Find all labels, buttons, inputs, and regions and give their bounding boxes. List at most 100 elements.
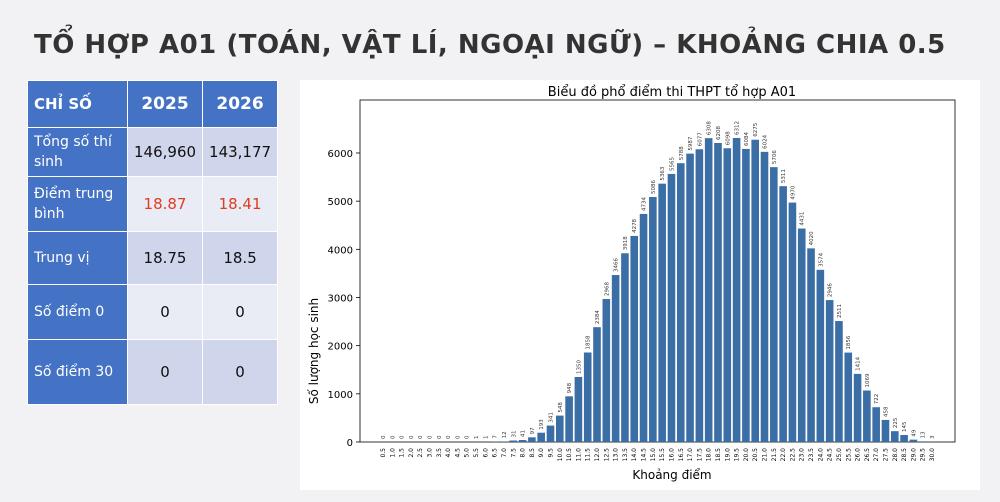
bar [825, 300, 834, 442]
x-tick-label: 10.0 [557, 448, 564, 462]
x-tick-label: 4.5 [454, 448, 461, 458]
x-tick-label: 16.0 [668, 448, 675, 462]
bar [509, 440, 518, 442]
stats-table: CHỈ SỐ 2025 2026 Tổng số thí sinh 146,960… [27, 80, 279, 405]
x-tick-label: 8.5 [529, 448, 536, 458]
value-label: 0 [465, 435, 471, 439]
bar [788, 202, 797, 442]
table-cell: 18.87 [126, 176, 204, 232]
x-tick-label: 28.0 [892, 448, 899, 462]
value-label: 3574 [818, 252, 824, 266]
x-tick-label: 5.5 [473, 448, 480, 458]
y-tick-label: 4000 [328, 245, 353, 256]
value-label: 1858 [586, 335, 592, 349]
value-label: 4431 [800, 212, 806, 226]
value-label: 3466 [614, 258, 620, 272]
bar [593, 327, 601, 442]
bar [742, 148, 750, 442]
x-tick-label: 1.5 [399, 448, 406, 458]
value-label: 1414 [856, 356, 862, 370]
x-tick-label: 16.5 [678, 448, 685, 462]
x-tick-label: 23.5 [808, 448, 815, 462]
bar [537, 432, 545, 442]
bar [881, 419, 890, 442]
y-tick-label: 1000 [328, 390, 353, 401]
value-label: 4278 [632, 218, 638, 232]
value-label: 0 [455, 435, 461, 439]
bar [704, 138, 713, 443]
chart: Biểu đồ phổ điểm thi THPT tổ hợp A01 Kho… [300, 80, 980, 490]
bar [518, 440, 527, 442]
value-label: 0 [400, 435, 406, 439]
x-tick-label: 30.0 [929, 448, 936, 462]
x-tick-label: 1.0 [389, 448, 396, 458]
x-tick-label: 8.0 [520, 448, 527, 458]
x-tick-label: 29.5 [920, 448, 927, 462]
x-tick-label: 12.0 [594, 448, 601, 462]
bar [751, 139, 760, 442]
x-tick-label: 17.5 [696, 448, 703, 462]
bar [844, 352, 853, 442]
x-tick-label: 20.0 [743, 448, 750, 462]
value-label: 0 [381, 435, 387, 439]
value-label: 2946 [828, 283, 834, 297]
value-label: 5706 [772, 150, 778, 164]
y-tick-label: 0 [347, 438, 353, 449]
value-label: 3 [930, 435, 936, 439]
x-tick-label: 9.0 [538, 448, 545, 458]
x-tick-label: 21.0 [762, 448, 769, 462]
bar [649, 197, 657, 442]
x-tick-label: 24.5 [827, 448, 834, 462]
x-tick-label: 2.0 [408, 448, 415, 458]
x-tick-label: 25.5 [845, 448, 852, 462]
row-label: Số điểm 30 [27, 339, 128, 405]
row-label: Số điểm 0 [27, 284, 128, 340]
value-label: 41 [521, 430, 527, 437]
value-label: 97 [530, 427, 536, 434]
bar [676, 163, 685, 442]
bar [918, 441, 927, 442]
x-tick-label: 26.5 [864, 448, 871, 462]
value-label: 0 [418, 435, 424, 439]
table-row: Số điểm 30 0 0 [27, 339, 279, 405]
x-tick-label: 29.0 [910, 448, 917, 462]
bar [611, 275, 620, 442]
bar [528, 437, 536, 442]
value-label: 6312 [735, 121, 741, 135]
value-label: 225 [893, 417, 899, 428]
x-tick-label: 21.5 [771, 448, 778, 462]
x-tick-label: 5.0 [464, 448, 471, 458]
value-label: 1350 [576, 359, 582, 373]
value-label: 0 [437, 435, 443, 439]
x-tick-label: 7.5 [510, 448, 517, 458]
x-tick-label: 26.0 [855, 448, 862, 462]
x-tick-label: 11.0 [575, 448, 582, 462]
value-label: 948 [567, 382, 573, 393]
x-tick-label: 13.0 [613, 448, 620, 462]
x-tick-label: 17.0 [687, 448, 694, 462]
table-row: Điểm trung bình 18.87 18.41 [27, 176, 279, 232]
value-label: 145 [902, 421, 908, 432]
value-label: 3918 [623, 236, 629, 250]
bar [546, 425, 555, 442]
value-label: 1856 [846, 335, 852, 349]
bar [835, 321, 843, 442]
bar [630, 235, 639, 442]
table-row: Tổng số thí sinh 146,960 143,177 [27, 127, 279, 177]
value-label: 1069 [865, 373, 871, 387]
x-tick-label: 18.0 [706, 448, 713, 462]
x-tick-label: 20.5 [752, 448, 759, 462]
value-label: 6077 [697, 132, 703, 146]
value-label: 5086 [651, 180, 657, 194]
row-label: Trung vị [27, 231, 128, 285]
value-label: 4970 [790, 185, 796, 199]
table-cell: 146,960 [126, 127, 204, 177]
x-tick-label: 3.5 [436, 448, 443, 458]
table-cell: 143,177 [202, 127, 279, 177]
x-tick-label: 4.0 [445, 448, 452, 458]
value-label: 6098 [725, 131, 731, 145]
value-label: 2384 [595, 310, 601, 324]
slide-title: TỔ HỢP A01 (TOÁN, VẬT LÍ, NGOẠI NGỮ) – K… [34, 30, 946, 60]
x-tick-label: 12.5 [603, 448, 610, 462]
